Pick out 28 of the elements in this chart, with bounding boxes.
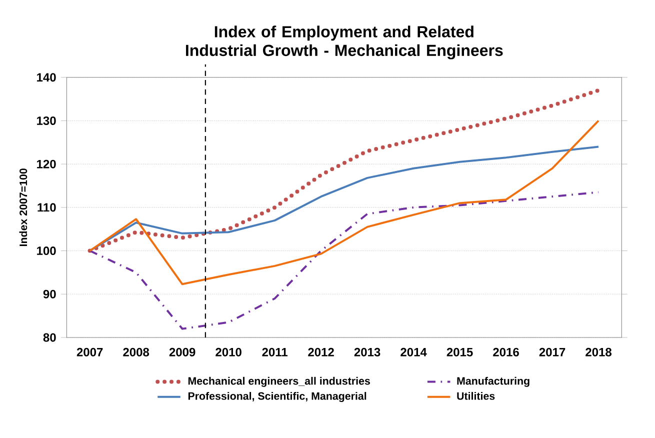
x-tick-label: 2011 <box>262 348 288 357</box>
x-tick-label: 2009 <box>169 348 196 357</box>
x-tick-label: 2010 <box>216 348 242 357</box>
x-tick-label: 2013 <box>354 348 380 357</box>
legend-label: Professional, Scientific, Managerial <box>188 392 366 402</box>
x-tick-label: 2018 <box>586 348 612 357</box>
x-tick-label: 2015 <box>446 348 473 357</box>
y-tick-label: 130 <box>37 116 56 126</box>
x-tick-label: 2012 <box>308 348 334 357</box>
y-tick-label: 110 <box>38 203 56 212</box>
legend-label: Mechanical engineers_all industries <box>188 377 370 388</box>
legend-label: Manufacturing <box>457 377 530 388</box>
y-tick-label: 140 <box>37 73 56 82</box>
x-tick-label: 2014 <box>400 348 427 357</box>
y-tick-label: 80 <box>43 333 56 342</box>
x-tick-label: 2007 <box>76 348 103 357</box>
line-series <box>88 88 601 254</box>
x-tick-label: 2008 <box>123 348 150 357</box>
y-axis-title: Index 2007=100 <box>19 168 28 246</box>
y-tick-label: 100 <box>37 246 56 256</box>
x-tick-label: 2017 <box>539 348 566 357</box>
x-tick-label: 2016 <box>493 348 519 357</box>
line-series <box>88 146 600 252</box>
y-tick-label: 120 <box>37 160 56 169</box>
chart-title: Index of Employment and Related Industrial Growth - Mechanical Engineers <box>186 26 503 60</box>
y-tick-label: 90 <box>43 290 56 299</box>
legend-label: Utilities <box>457 392 495 400</box>
line-series <box>88 120 600 286</box>
